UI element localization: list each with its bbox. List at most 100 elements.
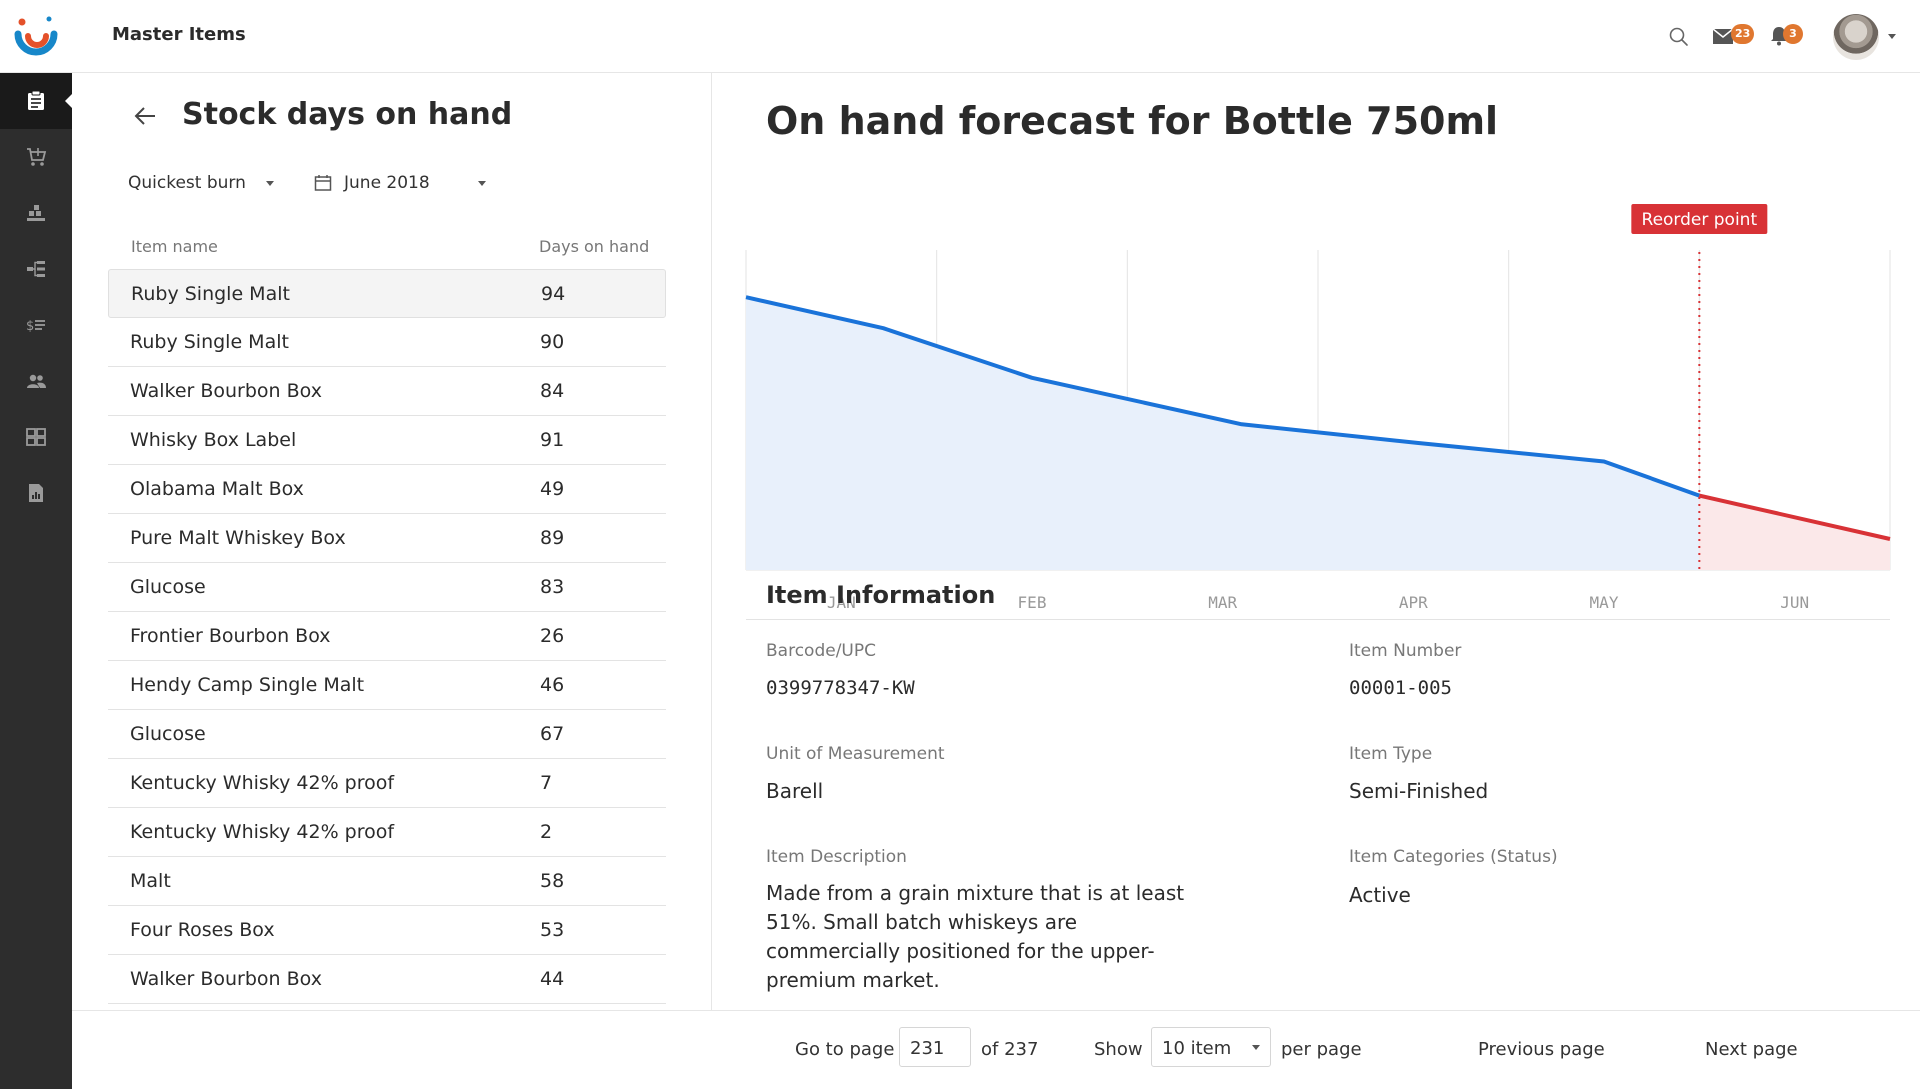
table-row[interactable]: Whisky Box Label 91 — [108, 416, 666, 465]
table-row[interactable]: Olabama Malt Box 49 — [108, 465, 666, 514]
clipboard-icon — [28, 90, 44, 110]
x-tick-label: JUN — [1780, 593, 1809, 612]
table-row[interactable]: Ruby Single Malt 94 — [108, 269, 666, 318]
table-row[interactable]: Kentucky Whisky 42% proof 2 — [108, 808, 666, 857]
stock-table-body: Ruby Single Malt 94 Ruby Single Malt 90 Walk… — [108, 269, 666, 1004]
item-name-cell: Glucose — [130, 576, 206, 598]
sidebar-item-items[interactable] — [0, 73, 72, 129]
item-name-cell: Malt — [130, 870, 171, 892]
brand-logo-icon[interactable] — [12, 14, 60, 60]
reorder-point-badge — [1631, 204, 1768, 234]
table-row[interactable]: Malt 58 — [108, 857, 666, 906]
item-name-cell: Ruby Single Malt — [130, 331, 289, 353]
user-avatar[interactable] — [1833, 14, 1879, 60]
sort-filter-label: Quickest burn — [128, 173, 246, 193]
dashboard-icon — [26, 428, 46, 446]
item-name-cell: Four Roses Box — [130, 919, 275, 941]
barcode-value: 0399778347-KW — [766, 677, 915, 699]
top-bar: Master Items 23 3 — [0, 0, 1920, 73]
pagination-bar: Go to page 231 of 237 Show 10 item per p… — [72, 1010, 1920, 1089]
sidebar-item-orders[interactable] — [0, 129, 72, 185]
forecast-panel: On hand forecast for Bottle 750ml Reorde… — [712, 73, 1920, 1010]
page-number-input[interactable]: 231 — [899, 1027, 971, 1067]
table-row[interactable]: Four Roses Box 53 — [108, 906, 666, 955]
days-on-hand-cell: 89 — [540, 527, 565, 549]
item-type-value: Semi-Finished — [1349, 779, 1489, 803]
table-row[interactable]: Hendy Camp Single Malt 46 — [108, 661, 666, 710]
table-row[interactable]: Pure Malt Whiskey Box 89 — [108, 514, 666, 563]
next-page-button[interactable]: Next page — [1705, 1039, 1798, 1060]
back-arrow-icon[interactable] — [132, 103, 158, 129]
days-on-hand-cell: 2 — [540, 821, 553, 843]
days-on-hand-cell: 26 — [540, 625, 565, 647]
item-type-label: Item Type — [1349, 744, 1433, 764]
days-on-hand-cell: 7 — [540, 772, 553, 794]
chevron-down-icon — [265, 180, 274, 186]
per-page-label: per page — [1281, 1039, 1362, 1060]
chart-title: On hand forecast for Bottle 750ml — [766, 99, 1499, 143]
description-value: Made from a grain mixture that is at lea… — [766, 881, 1185, 992]
item-name-cell: Whisky Box Label — [130, 429, 297, 451]
sort-filter-dropdown[interactable]: Quickest burn — [128, 173, 274, 193]
cart-icon — [27, 148, 47, 166]
days-on-hand-cell: 83 — [540, 576, 565, 598]
column-header-item-name[interactable]: Item name — [131, 237, 218, 256]
table-row[interactable]: Ruby Single Malt 90 — [108, 318, 666, 367]
x-tick-label: JAN — [827, 593, 856, 612]
days-on-hand-cell: 46 — [540, 674, 565, 696]
item-name-cell: Glucose — [130, 723, 206, 745]
history-area — [746, 297, 1700, 570]
notification-count-badge: 3 — [1783, 24, 1803, 44]
item-information-title: Item Information — [766, 581, 996, 609]
item-name-cell: Frontier Bourbon Box — [130, 625, 331, 647]
chevron-down-icon — [1252, 1045, 1260, 1050]
sidebar: $ — [0, 73, 72, 1089]
history-series-line — [745, 295, 1700, 498]
item-name-cell: Kentucky Whisky 42% proof — [130, 772, 395, 794]
date-filter-label: June 2018 — [344, 173, 430, 193]
report-icon — [29, 484, 43, 502]
search-icon[interactable] — [1668, 26, 1690, 48]
mail-count-badge: 23 — [1731, 24, 1755, 44]
table-row[interactable]: Glucose 83 — [108, 563, 666, 612]
table-row[interactable]: Walker Bourbon Box 84 — [108, 367, 666, 416]
chevron-down-icon — [477, 180, 486, 186]
sidebar-item-warehouse[interactable] — [0, 185, 72, 241]
table-row[interactable]: Frontier Bourbon Box 26 — [108, 612, 666, 661]
uom-value: Barell — [766, 779, 824, 803]
show-label: Show — [1094, 1039, 1143, 1060]
forecast-series-line — [1698, 493, 1891, 541]
days-on-hand-cell: 49 — [540, 478, 565, 500]
description-label: Item Description — [766, 847, 907, 867]
days-on-hand-cell: 44 — [540, 968, 565, 990]
date-filter-dropdown[interactable]: June 2018 — [314, 173, 486, 193]
days-on-hand-cell: 94 — [541, 283, 566, 305]
items-per-page-select[interactable]: 10 item — [1151, 1027, 1271, 1067]
notifications-button[interactable]: 3 — [1770, 22, 1810, 48]
svg-text:$: $ — [26, 319, 34, 334]
divider — [746, 619, 1890, 620]
mail-button[interactable]: 23 — [1712, 24, 1756, 48]
table-row[interactable]: Walker Bourbon Box 44 — [108, 955, 666, 1004]
sidebar-item-reports[interactable] — [0, 465, 72, 521]
sidebar-item-structure[interactable] — [0, 241, 72, 297]
calendar-icon — [314, 175, 332, 191]
chevron-down-icon[interactable] — [1888, 34, 1896, 39]
days-on-hand-cell: 90 — [540, 331, 565, 353]
page-total-label: of 237 — [981, 1039, 1039, 1060]
sidebar-item-dashboard[interactable] — [0, 409, 72, 465]
sidebar-item-pricing[interactable]: $ — [0, 297, 72, 353]
barcode-label: Barcode/UPC — [766, 641, 876, 661]
table-row[interactable]: Glucose 67 — [108, 710, 666, 759]
previous-page-button[interactable]: Previous page — [1478, 1039, 1605, 1060]
uom-label: Unit of Measurement — [766, 744, 945, 764]
column-header-days-on-hand[interactable]: Days on hand — [539, 237, 650, 256]
table-row[interactable]: Kentucky Whisky 42% proof 7 — [108, 759, 666, 808]
item-name-cell: Pure Malt Whiskey Box — [130, 527, 346, 549]
x-tick-label: MAY — [1590, 593, 1619, 612]
sidebar-item-users[interactable] — [0, 353, 72, 409]
warehouse-icon — [27, 205, 45, 221]
item-number-label: Item Number — [1349, 641, 1462, 661]
days-on-hand-cell: 53 — [540, 919, 565, 941]
